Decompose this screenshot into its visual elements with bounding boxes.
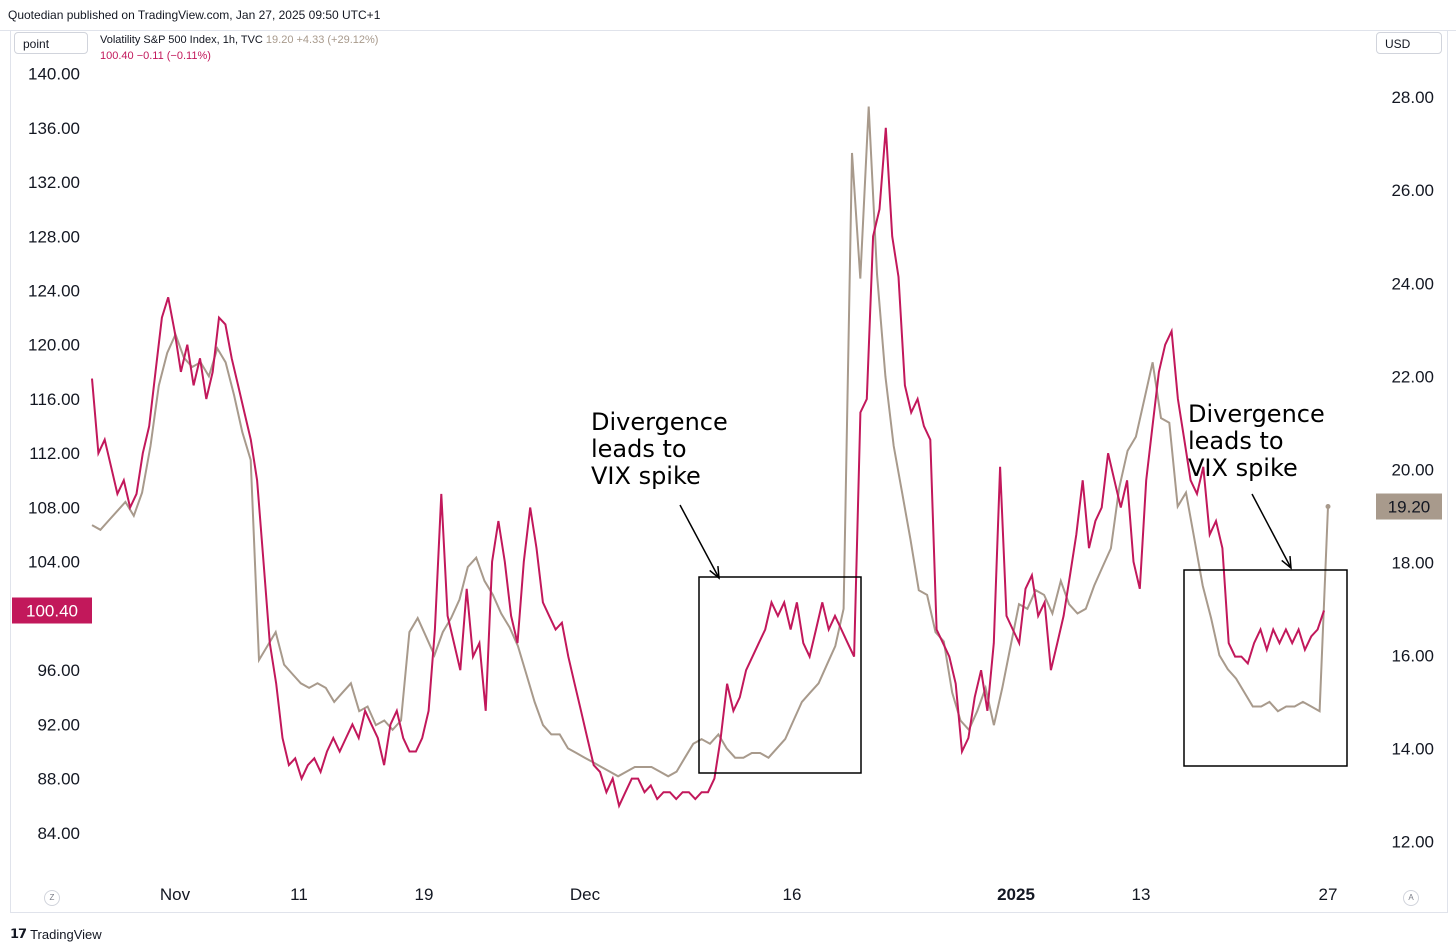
x-axis-tick-label: 11 bbox=[290, 885, 308, 904]
point-last-value-text: 100.40 bbox=[26, 602, 78, 621]
x-axis-tick-label: 2025 bbox=[997, 885, 1035, 904]
vix-series-line bbox=[91, 106, 1329, 778]
legend-vix: Volatility S&P 500 Index, 1h, TVC 19.20 … bbox=[100, 34, 378, 46]
annotation-text: VIX spike bbox=[591, 462, 701, 490]
annotation-text: leads to bbox=[1188, 427, 1284, 455]
x-axis-tick-label: 13 bbox=[1132, 885, 1151, 904]
annotation-text: VIX spike bbox=[1188, 454, 1298, 482]
annotation-arrowhead bbox=[1281, 555, 1292, 570]
log-scale-button[interactable]: Z bbox=[44, 890, 60, 906]
legend-vix-name: Volatility S&P 500 Index, 1h, TVC bbox=[100, 34, 263, 46]
x-axis-tick-label: 19 bbox=[415, 885, 434, 904]
right-axis-tick-label: 20.00 bbox=[1391, 460, 1434, 479]
right-axis-tick-label: 28.00 bbox=[1391, 88, 1434, 107]
left-axis-tick-label: 120.00 bbox=[28, 336, 80, 355]
point-series-line bbox=[91, 127, 1325, 809]
right-axis-tick-label: 14.00 bbox=[1391, 739, 1434, 758]
annotation-arrowhead bbox=[709, 565, 720, 580]
x-axis-tick-label: 27 bbox=[1319, 885, 1338, 904]
right-axis-tick-label: 12.00 bbox=[1391, 832, 1434, 851]
left-axis-tick-label: 116.00 bbox=[29, 390, 80, 409]
left-axis-tick-label: 132.00 bbox=[28, 173, 80, 192]
left-axis-tick-label: 96.00 bbox=[37, 661, 80, 680]
footer-brand-text: TradingView bbox=[30, 926, 102, 942]
right-axis-tick-label: 24.00 bbox=[1391, 274, 1434, 293]
auto-scale-button[interactable]: A bbox=[1403, 890, 1419, 906]
right-axis-tick-label: 16.00 bbox=[1391, 646, 1434, 665]
symbol-selector[interactable]: point bbox=[14, 32, 88, 54]
x-axis-tick-label: 16 bbox=[783, 885, 802, 904]
legend-vix-values: 19.20 +4.33 (+29.12%) bbox=[265, 34, 379, 46]
left-axis-tick-label: 124.00 bbox=[28, 282, 80, 301]
left-axis-tick-label: 112.00 bbox=[29, 444, 80, 463]
annotation-box bbox=[1183, 569, 1348, 767]
vix-last-value-badge bbox=[1376, 493, 1442, 520]
left-axis-tick-label: 140.00 bbox=[28, 65, 80, 84]
legend-point-values: 100.40 −0.11 (−0.11%) bbox=[100, 50, 211, 62]
left-axis-tick-label: 88.00 bbox=[37, 770, 80, 789]
footer-brand: 𝟭𝟳 TradingView bbox=[10, 926, 102, 942]
left-axis-tick-label: 92.00 bbox=[37, 715, 80, 734]
x-axis-tick-label: Nov bbox=[160, 885, 191, 904]
left-axis-tick-label: 108.00 bbox=[28, 498, 80, 517]
annotation-arrow bbox=[1251, 493, 1292, 569]
annotation-text: leads to bbox=[591, 435, 687, 463]
left-axis-tick-label: 84.00 bbox=[37, 824, 80, 843]
tradingview-logo-icon: 𝟭𝟳 bbox=[10, 926, 27, 941]
top-bar: Quotedian published on TradingView.com, … bbox=[0, 0, 1456, 31]
chart-frame bbox=[10, 30, 1448, 913]
x-axis-tick-label: Dec bbox=[570, 885, 601, 904]
left-axis-tick-label: 136.00 bbox=[28, 119, 80, 138]
right-axis-tick-label: 18.00 bbox=[1391, 553, 1434, 572]
annotation-text: Divergence bbox=[1188, 400, 1325, 428]
annotation-text: Divergence bbox=[591, 408, 728, 436]
publisher-text: Quotedian published on TradingView.com, … bbox=[8, 8, 381, 22]
right-axis-tick-label: 26.00 bbox=[1391, 181, 1434, 200]
vix-last-value-text: 19.20 bbox=[1388, 498, 1431, 517]
vix-last-point bbox=[1325, 504, 1331, 510]
currency-selector[interactable]: USD bbox=[1376, 32, 1442, 54]
annotation-arrow bbox=[679, 504, 720, 579]
point-last-value-badge bbox=[12, 597, 92, 624]
annotation-box bbox=[698, 576, 862, 774]
left-axis-tick-label: 128.00 bbox=[28, 227, 80, 246]
right-axis-tick-label: 22.00 bbox=[1391, 367, 1434, 386]
left-axis-tick-label: 104.00 bbox=[28, 553, 80, 572]
